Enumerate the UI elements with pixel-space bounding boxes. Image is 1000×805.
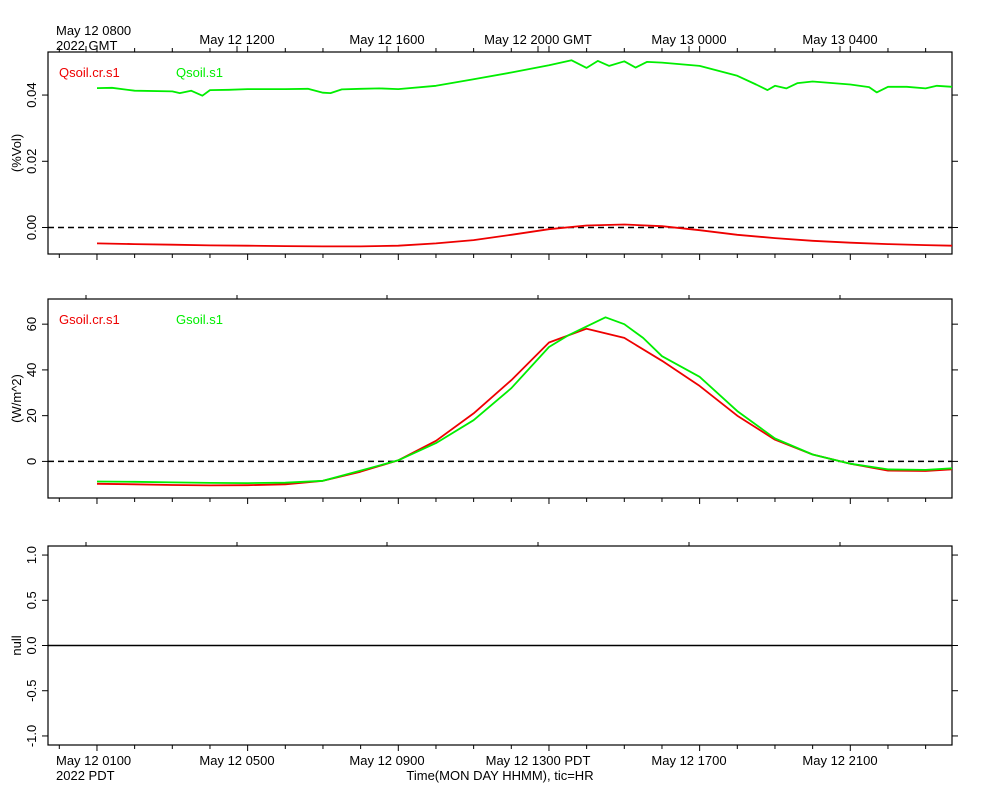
top-axis-label: May 12 1200 — [199, 32, 274, 47]
y-tick-label: 0.00 — [24, 215, 39, 240]
y-tick-label: -1.0 — [24, 725, 39, 747]
y-axis-title: null — [9, 635, 24, 655]
y-tick-label: 40 — [24, 363, 39, 377]
top-time-axis: May 12 0800 2022 GMT May 12 1200 May 12 … — [56, 23, 878, 53]
bottom-axis-label: May 12 1300 PDT — [486, 753, 591, 768]
y-axis-title: (%Vol) — [9, 134, 24, 172]
top-axis-label: May 12 2000 GMT — [484, 32, 592, 47]
series-line-Qsoil-cr-s1 — [96, 223, 953, 248]
y-tick-label: -0.5 — [24, 680, 39, 702]
top-axis-first-label-year: 2022 GMT — [56, 38, 117, 53]
bottom-axis-label: May 12 0500 — [199, 753, 274, 768]
series-line-Qsoil-s1 — [96, 59, 953, 97]
y-axis-title: (W/m^2) — [9, 374, 24, 423]
top-axis-first-label: May 12 0800 — [56, 23, 131, 38]
legend-entry: Qsoil.cr.s1 — [59, 65, 120, 80]
y-tick-label: 0.02 — [24, 149, 39, 174]
y-tick-label: 0.04 — [24, 82, 39, 107]
bottom-axis-first-label: May 12 0100 — [56, 753, 131, 768]
soil-moisture-panel: 0.00 0.02 0.04 (%Vol) Qsoil.cr.s1 Qsoil.s1 — [9, 46, 958, 260]
soil-heat-flux-panel: 0 20 40 60 (W/m^2) Gsoil.cr.s1 Gsoil.s1 — [9, 295, 958, 504]
bottom-axis-first-label-year: 2022 PDT — [56, 768, 115, 783]
legend-entry: Gsoil.s1 — [176, 312, 223, 327]
legend-entry: Gsoil.cr.s1 — [59, 312, 120, 327]
plot-frame — [47, 51, 953, 255]
bottom-time-axis: May 12 0100 2022 PDT May 12 0500 May 12 … — [56, 753, 878, 783]
y-tick-label: 0.0 — [24, 636, 39, 654]
top-axis-label: May 13 0400 — [802, 32, 877, 47]
y-tick-label: 0 — [24, 458, 39, 465]
y-tick-label: 60 — [24, 317, 39, 331]
y-tick-label: 20 — [24, 408, 39, 422]
bottom-axis-label: May 12 0900 — [349, 753, 424, 768]
bottom-axis-label: May 12 2100 — [802, 753, 877, 768]
y-tick-label: 1.0 — [24, 546, 39, 564]
legend-entry: Qsoil.s1 — [176, 65, 223, 80]
plot-frame — [47, 298, 953, 499]
top-axis-label: May 13 0000 — [651, 32, 726, 47]
x-axis-title: Time(MON DAY HHMM), tic=HR — [406, 768, 593, 783]
bottom-axis-label: May 12 1700 — [651, 753, 726, 768]
null-panel: -1.0 -0.5 0.0 0.5 1.0 null — [9, 542, 958, 751]
y-tick-label: 0.5 — [24, 591, 39, 609]
top-axis-label: May 12 1600 — [349, 32, 424, 47]
series-line-Gsoil-s1 — [96, 316, 953, 485]
